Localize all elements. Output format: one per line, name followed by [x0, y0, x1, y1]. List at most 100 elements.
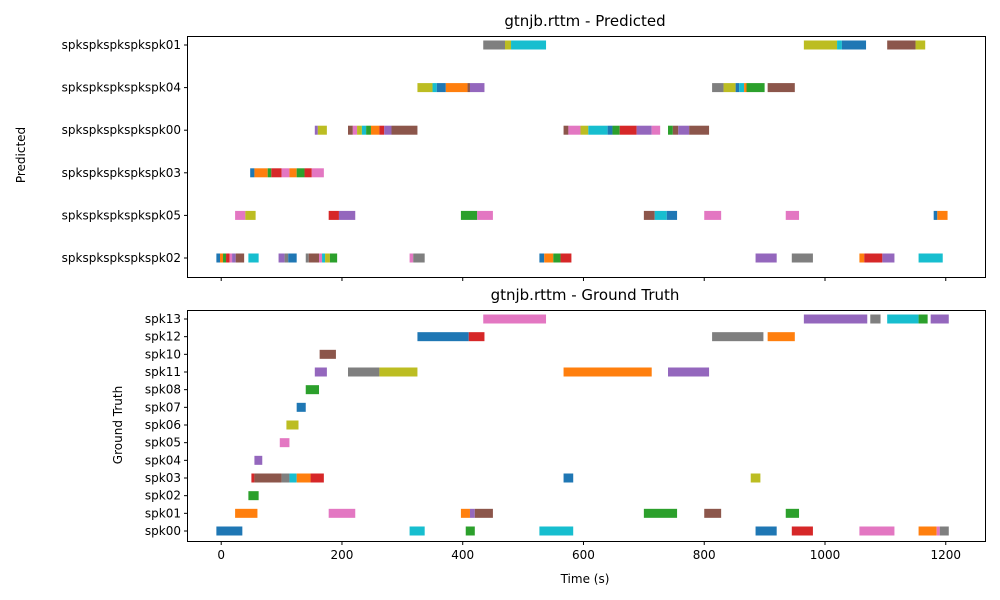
segment-spkspkspkspkspk02-88 — [553, 253, 561, 263]
y-tick-label-spkspkspkspkspk04: spkspkspkspkspk04 — [62, 81, 181, 95]
segment-spk00-44 — [859, 526, 895, 536]
segment-spkspkspkspkspk05-62 — [666, 210, 678, 220]
segment-spkspkspkspkspk05-61 — [654, 210, 667, 220]
segment-spk11-12 — [348, 367, 380, 377]
segment-spkspkspkspkspk00-21 — [314, 125, 318, 135]
segment-spkspkspkspkspk05-66 — [937, 210, 948, 220]
segment-spkspkspkspkspk03-50 — [289, 168, 297, 178]
ground-truth-y-axis-label: Ground Truth — [111, 386, 125, 464]
segment-spkspkspkspkspk05-65 — [933, 210, 938, 220]
segment-spk03-28 — [750, 473, 761, 483]
segment-spk01-30 — [235, 508, 258, 518]
segment-spkspkspkspkspk00-32 — [563, 125, 569, 135]
segment-spk01-35 — [643, 508, 678, 518]
segment-spk01-31 — [328, 508, 356, 518]
segment-spkspkspkspkspk00-29 — [379, 125, 385, 135]
y-tick-label-spk10: spk10 — [145, 347, 181, 361]
segment-spkspkspkspkspk00-23 — [348, 125, 353, 135]
segment-spkspkspkspkspk05-60 — [643, 210, 655, 220]
y-tick-label-spk01: spk01 — [145, 506, 181, 520]
predicted-panel: gtnjb.rttm - Predicted Predicted spkspks… — [14, 12, 986, 281]
segment-spkspkspkspkspk02-83 — [329, 253, 338, 263]
ground-truth-segments — [216, 314, 949, 536]
segment-spkspkspkspkspk00-30 — [384, 125, 392, 135]
segment-spk12-9 — [767, 332, 795, 342]
segment-spk03-22 — [254, 473, 282, 483]
segment-spk06-18 — [286, 420, 299, 430]
segment-spkspkspkspkspk02-72 — [232, 253, 236, 263]
segment-spkspkspkspkspk00-26 — [361, 125, 367, 135]
segment-spkspkspkspkspk04-20 — [767, 83, 795, 93]
y-tick-label-spk03: spk03 — [145, 471, 181, 485]
segment-spkspkspkspkspk03-45 — [250, 168, 255, 178]
segment-spkspkspkspkspk05-54 — [235, 210, 246, 220]
segment-spkspkspkspkspk02-86 — [539, 253, 545, 263]
segment-spk00-46 — [936, 526, 940, 536]
segment-spkspkspkspkspk00-43 — [678, 125, 690, 135]
segment-spkspkspkspkspk02-94 — [882, 253, 895, 263]
segment-spkspkspkspkspk02-79 — [308, 253, 320, 263]
y-tick-label-spkspkspkspkspk03: spkspkspkspkspk03 — [62, 166, 181, 180]
segment-spkspkspkspkspk03-48 — [271, 168, 282, 178]
segment-spkspkspkspkspk02-84 — [409, 253, 414, 263]
segment-spk01-34 — [474, 508, 493, 518]
segment-spk12-7 — [468, 332, 485, 342]
segment-spk12-8 — [712, 332, 764, 342]
segment-spkspkspkspkspk00-25 — [357, 125, 362, 135]
segment-spkspkspkspkspk00-37 — [612, 125, 620, 135]
segment-spkspkspkspkspk02-69 — [223, 253, 227, 263]
segment-spkspkspkspkspk03-51 — [296, 168, 305, 178]
predicted-plot-frame — [187, 36, 986, 278]
segment-spk05-19 — [279, 438, 290, 448]
segment-spkspkspkspkspk03-47 — [267, 168, 272, 178]
y-tick-label-spk08: spk08 — [145, 383, 181, 397]
segment-spk03-27 — [563, 473, 574, 483]
predicted-y-axis-label: Predicted — [14, 127, 28, 183]
segment-spkspkspkspkspk04-15 — [723, 83, 736, 93]
segment-spkspkspkspkspk02-77 — [288, 253, 297, 263]
segment-spkspkspkspkspk00-22 — [317, 125, 327, 135]
segment-spkspkspkspkspk04-9 — [432, 83, 437, 93]
predicted-title: gtnjb.rttm - Predicted — [504, 12, 665, 30]
segment-spk13-2 — [870, 314, 881, 324]
segment-spkspkspkspkspk04-17 — [739, 83, 745, 93]
segment-spk13-0 — [483, 314, 547, 324]
segment-spkspkspkspkspk01-4 — [837, 40, 842, 50]
segment-spkspkspkspkspk02-81 — [322, 253, 326, 263]
segment-spkspkspkspkspk01-5 — [841, 40, 867, 50]
segment-spkspkspkspkspk02-74 — [248, 253, 259, 263]
segment-spkspkspkspkspk02-70 — [226, 253, 230, 263]
segment-spkspkspkspkspk03-53 — [311, 168, 324, 178]
segment-spkspkspkspkspk01-2 — [511, 40, 547, 50]
y-tick-label-spk02: spk02 — [145, 489, 181, 503]
segment-spkspkspkspkspk04-8 — [417, 83, 433, 93]
segment-spkspkspkspkspk02-87 — [544, 253, 554, 263]
segment-spkspkspkspkspk02-85 — [413, 253, 425, 263]
segment-spk04-20 — [254, 455, 263, 465]
segment-spkspkspkspkspk02-76 — [284, 253, 289, 263]
segment-spk08-16 — [305, 385, 320, 395]
y-tick-label-spk04: spk04 — [145, 453, 181, 467]
segment-spk00-39 — [409, 526, 425, 536]
predicted-segments — [216, 40, 948, 263]
x-tick-label-400: 400 — [451, 548, 474, 562]
segment-spk13-3 — [887, 314, 919, 324]
segment-spkspkspkspkspk03-49 — [281, 168, 290, 178]
segment-spkspkspkspkspk02-90 — [755, 253, 777, 263]
segment-spkspkspkspkspk01-3 — [803, 40, 838, 50]
segment-spk11-14 — [563, 367, 652, 377]
x-tick-label-1200: 1200 — [930, 548, 961, 562]
segment-spkspkspkspkspk02-92 — [859, 253, 865, 263]
segment-spkspkspkspkspk04-14 — [712, 83, 724, 93]
segment-spk01-32 — [460, 508, 470, 518]
segment-spkspkspkspkspk05-57 — [338, 210, 356, 220]
segment-spk13-4 — [918, 314, 928, 324]
segment-spk11-15 — [668, 367, 710, 377]
segment-spk01-33 — [469, 508, 475, 518]
predicted-y-ticks: spkspkspkspkspk02 spkspkspkspkspk05 spkspk… — [62, 38, 188, 265]
segment-spkspkspkspkspk01-1 — [504, 40, 512, 50]
segment-spkspkspkspkspk02-78 — [305, 253, 309, 263]
segment-spkspkspkspkspk04-16 — [735, 83, 740, 93]
